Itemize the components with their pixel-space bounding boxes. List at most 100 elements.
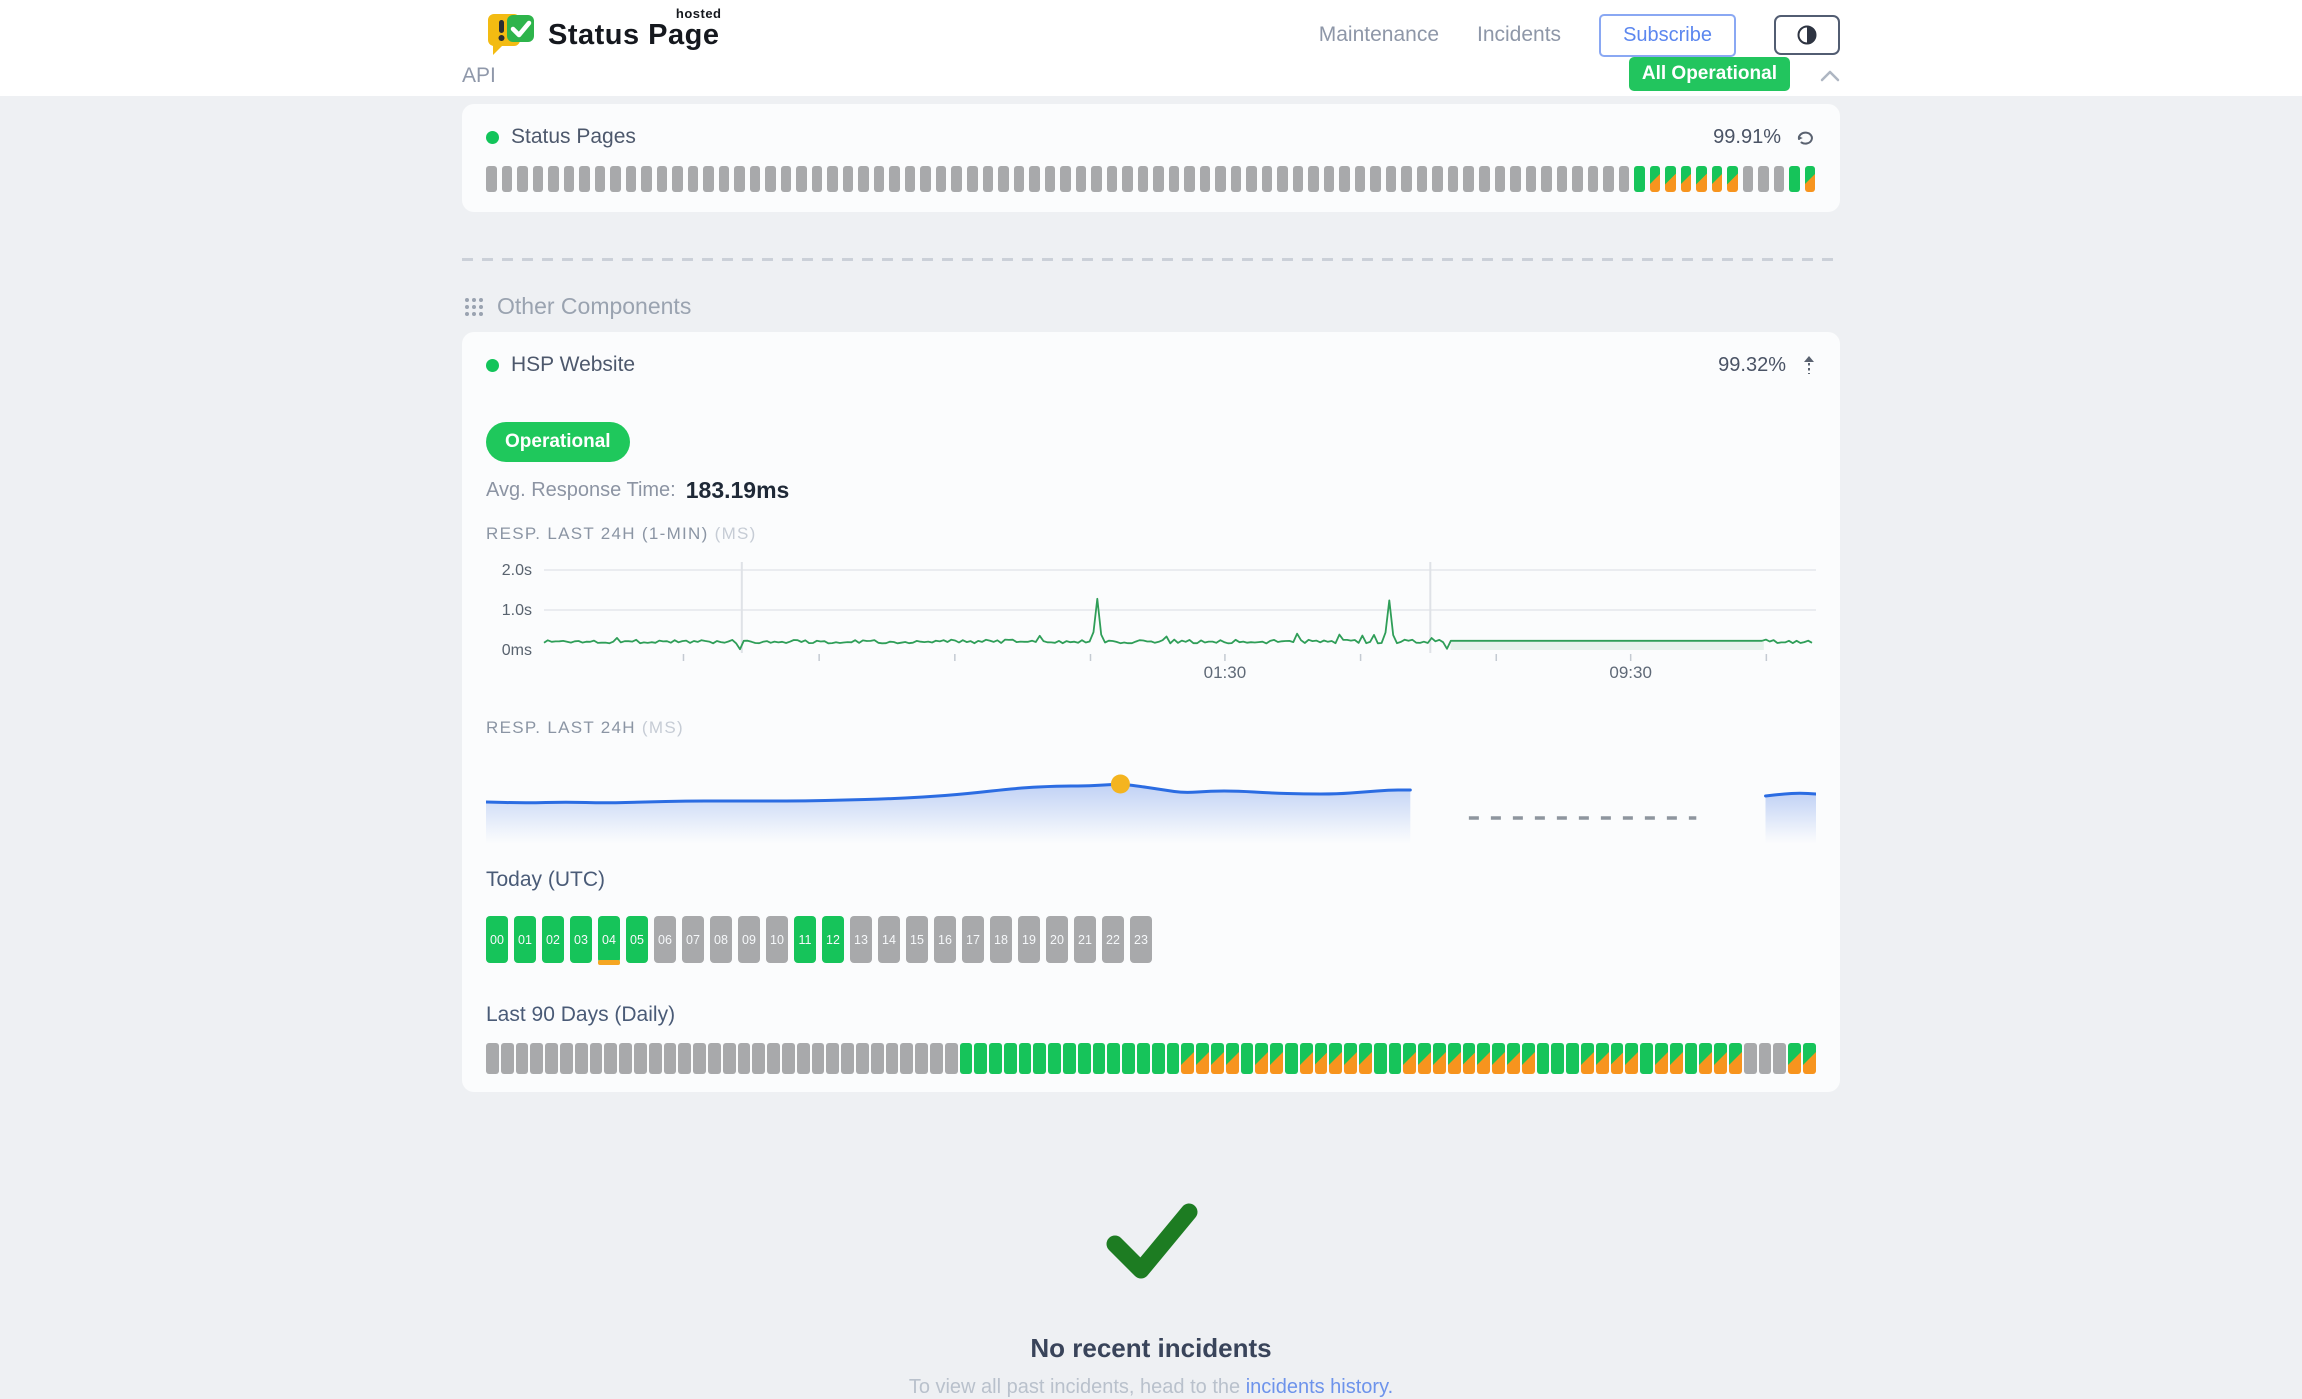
uptime-bar[interactable] [579,166,590,192]
uptime-bar[interactable] [982,166,994,192]
day-block[interactable] [885,1043,899,1074]
uptime-bar[interactable] [811,166,823,192]
day-block[interactable] [1699,1043,1713,1074]
day-block[interactable] [1610,1043,1624,1074]
day-block[interactable] [1669,1043,1683,1074]
uptime-bar[interactable] [966,166,978,192]
uptime-bar[interactable] [1541,166,1552,192]
day-block[interactable] [1418,1043,1431,1074]
day-block[interactable] [1018,1043,1032,1074]
hour-block[interactable]: 20 [1046,916,1068,963]
day-block[interactable] [1373,1043,1387,1074]
day-block[interactable] [781,1043,795,1074]
uptime-bar[interactable] [1137,166,1149,192]
uptime-bar[interactable] [1277,166,1288,192]
uptime-bar[interactable] [1603,166,1614,192]
uptime-bar[interactable] [765,166,776,192]
day-block[interactable] [1788,1043,1801,1074]
hour-block[interactable]: 23 [1130,916,1152,963]
uptime-bar[interactable] [1246,166,1257,192]
day-block[interactable] [1122,1043,1136,1074]
uptime-bar[interactable] [1029,166,1040,192]
uptime-bar[interactable] [873,166,885,192]
uptime-bar[interactable] [1758,166,1769,192]
day-block[interactable] [959,1043,973,1074]
day-block[interactable] [500,1043,514,1074]
uptime-bar[interactable] [734,166,745,192]
day-block[interactable] [1433,1043,1446,1074]
day-block[interactable] [989,1043,1002,1074]
uptime-bar[interactable] [1075,166,1087,192]
hour-block[interactable]: 01 [514,916,536,963]
day-block[interactable] [1240,1043,1254,1074]
day-block[interactable] [1654,1043,1668,1074]
uptime-bar[interactable] [1261,166,1273,192]
day-block[interactable] [1063,1043,1076,1074]
day-block[interactable] [1566,1043,1579,1074]
day-block[interactable] [1359,1043,1372,1074]
uptime-bar[interactable] [827,166,838,192]
day-block[interactable] [915,1043,928,1074]
day-block[interactable] [1447,1043,1461,1074]
day-block[interactable] [604,1043,618,1074]
hour-block[interactable]: 06 [654,916,676,963]
uptime-bar[interactable] [1091,166,1102,192]
day-block[interactable] [530,1043,544,1074]
day-block[interactable] [826,1043,840,1074]
uptime-bar[interactable] [1634,166,1645,192]
uptime-bar[interactable] [1727,166,1738,192]
hour-block[interactable]: 15 [906,916,928,963]
nav-maintenance[interactable]: Maintenance [1318,23,1439,46]
uptime-bar[interactable] [1308,166,1319,192]
uptime-bar[interactable] [1401,166,1412,192]
day-block[interactable] [1684,1043,1698,1074]
day-block[interactable] [1388,1043,1402,1074]
uptime-bar[interactable] [935,166,947,192]
hour-block[interactable]: 02 [542,916,564,963]
uptime-bar[interactable] [1122,166,1133,192]
uptime-bar[interactable] [563,166,575,192]
day-block[interactable] [1151,1043,1165,1074]
day-block[interactable] [929,1043,943,1074]
day-block[interactable] [1314,1043,1328,1074]
day-block[interactable] [515,1043,529,1074]
incidents-history-link[interactable]: incidents history. [1245,1376,1394,1398]
day-block[interactable] [1743,1043,1757,1074]
day-block[interactable] [559,1043,573,1074]
day-block[interactable] [1403,1043,1417,1074]
uptime-bar[interactable] [1665,166,1676,192]
day-block[interactable] [841,1043,854,1074]
uptime-bar[interactable] [1742,166,1754,192]
day-block[interactable] [1492,1043,1505,1074]
uptime-bar[interactable] [656,166,668,192]
uptime-bar[interactable] [718,166,730,192]
day-block[interactable] [1270,1043,1284,1074]
day-block[interactable] [1033,1043,1047,1074]
uptime-bar[interactable] [780,166,792,192]
uptime-bar[interactable] [687,166,699,192]
day-block[interactable] [1625,1043,1639,1074]
uptime-bar[interactable] [1696,166,1707,192]
theme-toggle-button[interactable] [1774,15,1840,55]
uptime-bar[interactable] [532,166,544,192]
hour-block[interactable]: 13 [850,916,872,963]
day-block[interactable] [1255,1043,1269,1074]
hour-block[interactable]: 18 [990,916,1012,963]
day-block[interactable] [900,1043,914,1074]
arrow-up-dashed-icon[interactable] [1802,355,1816,375]
day-block[interactable] [486,1043,499,1074]
uptime-bar[interactable] [1447,166,1459,192]
uptime-bar[interactable] [920,166,931,192]
uptime-bar[interactable] [703,166,714,192]
day-block[interactable] [737,1043,751,1074]
uptime-bar[interactable] [486,166,497,192]
uptime-bar[interactable] [1572,166,1583,192]
day-block[interactable] [1166,1043,1180,1074]
uptime-bar[interactable] [1106,166,1118,192]
hour-block[interactable]: 16 [934,916,956,963]
day-block[interactable] [1092,1043,1106,1074]
uptime-bar[interactable] [1711,166,1723,192]
day-block[interactable] [974,1043,988,1074]
day-block[interactable] [1580,1043,1594,1074]
refresh-icon[interactable] [1797,129,1816,145]
